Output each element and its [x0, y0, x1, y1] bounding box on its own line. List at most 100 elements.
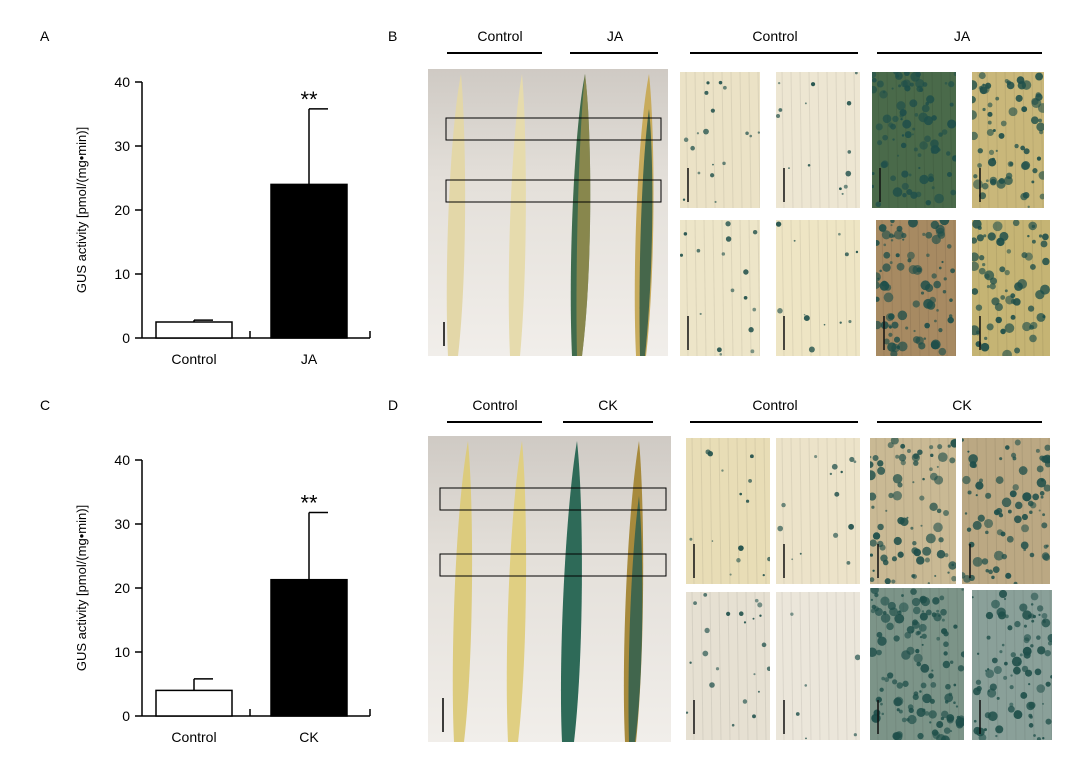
- x-tick-label: Control: [171, 729, 216, 745]
- gus-stain-spot: [892, 679, 898, 685]
- gus-stain-spot: [893, 536, 902, 546]
- gus-stain-spot: [932, 597, 940, 605]
- gus-stain-spot: [912, 127, 916, 131]
- gus-stain-spot: [985, 669, 995, 679]
- tile-drawing: [680, 220, 760, 356]
- gus-stain-spot: [1035, 289, 1045, 300]
- gus-stain-spot: [998, 132, 1005, 139]
- leaf-vein: [949, 72, 953, 208]
- gus-stain-spot: [917, 153, 922, 158]
- gus-stain-spot: [872, 171, 875, 176]
- leaf-vein: [1021, 438, 1025, 584]
- header-line: [447, 52, 542, 54]
- gus-stain-spot: [712, 163, 714, 166]
- gus-stain-spot: [892, 342, 895, 346]
- gus-stain-spot: [892, 187, 903, 197]
- gus-stain-spot: [931, 729, 939, 736]
- gus-stain-spot: [913, 653, 923, 663]
- gus-stain-spot: [1004, 661, 1008, 666]
- gus-stain-spot: [973, 726, 982, 735]
- gus-stain-spot: [1027, 205, 1030, 208]
- y-axis-label: GUS activity [pmol/(mg•min)]: [74, 505, 89, 671]
- gus-stain-spot: [927, 582, 930, 584]
- gus-stain-spot: [1040, 240, 1048, 248]
- gus-stain-spot: [1042, 736, 1045, 740]
- gus-stain-spot: [929, 472, 938, 481]
- gus-stain-spot: [991, 599, 1000, 609]
- gus-stain-spot: [762, 573, 765, 577]
- gus-stain-spot: [903, 72, 910, 77]
- gus-stain-spot: [1021, 513, 1028, 521]
- gus-stain-spot: [710, 173, 715, 178]
- leaf-vein: [712, 72, 716, 208]
- gus-stain-spot: [1012, 484, 1019, 491]
- leaf-vein: [922, 72, 926, 208]
- gus-stain-spot: [972, 596, 974, 599]
- gus-stain-spot: [703, 592, 708, 597]
- tile-drawing: [686, 592, 770, 740]
- gus-stain-spot: [944, 700, 949, 704]
- gus-stain-spot: [928, 710, 937, 719]
- gus-stain-spot: [680, 253, 684, 257]
- gus-stain-spot: [955, 705, 959, 708]
- leaf-vein: [913, 72, 917, 208]
- gus-stain-spot: [987, 232, 996, 241]
- leaf-vein: [790, 72, 794, 208]
- gus-stain-spot: [925, 231, 933, 239]
- gus-stain-spot: [886, 622, 894, 631]
- leaf-drawing: [443, 74, 662, 356]
- gus-stain-spot: [934, 319, 937, 323]
- gus-stain-spot: [814, 455, 818, 459]
- gus-stain-spot: [1038, 118, 1042, 123]
- leaf-vein: [727, 592, 731, 740]
- gus-stain-spot: [1042, 620, 1046, 624]
- leaf-vein: [748, 72, 752, 208]
- gus-stain-spot: [896, 101, 906, 111]
- gus-stain-spot: [803, 315, 810, 322]
- leaf-vein: [808, 72, 812, 208]
- detail-tile: [776, 220, 860, 356]
- y-tick-label: 40: [114, 74, 130, 90]
- gus-stain-spot: [942, 660, 951, 669]
- leaf-vein: [1004, 220, 1008, 356]
- gus-stain-spot: [986, 635, 991, 640]
- gus-stain-spot: [743, 269, 749, 275]
- detail-tile: [686, 438, 770, 584]
- gus-stain-spot: [982, 107, 986, 112]
- gus-stain-spot: [892, 473, 903, 484]
- gus-stain-spot: [890, 220, 895, 224]
- tile-drawing: [781, 592, 860, 740]
- gus-stain-spot: [690, 145, 695, 151]
- y-tick-label: 10: [114, 644, 130, 660]
- gus-stain-spot: [752, 714, 756, 719]
- gus-stain-spot: [767, 556, 770, 562]
- gus-stain-spot: [920, 524, 923, 527]
- gus-stain-spot: [924, 711, 930, 716]
- region-box: [445, 117, 662, 141]
- leaf-vein: [817, 592, 821, 740]
- gus-stain-spot: [894, 72, 903, 80]
- gus-stain-spot: [900, 142, 907, 149]
- gus-stain-spot: [1014, 347, 1021, 354]
- gus-stain-spot: [1036, 605, 1044, 612]
- gus-stain-spot: [1012, 220, 1020, 227]
- gus-stain-spot: [968, 454, 978, 464]
- leaf-control: [452, 441, 473, 742]
- gus-stain-spot: [841, 192, 844, 195]
- gus-stain-spot: [872, 532, 881, 540]
- gus-stain-spot: [808, 346, 815, 353]
- gus-stain-spot: [1041, 233, 1049, 241]
- leaf-vein: [799, 438, 803, 584]
- gus-stain-spot: [947, 316, 954, 324]
- gus-stain-spot: [872, 85, 878, 94]
- gus-stain-spot: [1036, 477, 1047, 488]
- y-tick-label: 20: [114, 202, 130, 218]
- gus-stain-spot: [892, 138, 895, 141]
- gus-stain-spot: [915, 191, 922, 198]
- gus-stain-spot: [895, 454, 900, 459]
- gus-stain-spot: [924, 557, 930, 563]
- gus-stain-spot: [896, 708, 900, 712]
- gus-stain-spot: [799, 552, 802, 555]
- gus-stain-spot: [988, 569, 993, 575]
- gus-stain-spot: [1007, 625, 1013, 631]
